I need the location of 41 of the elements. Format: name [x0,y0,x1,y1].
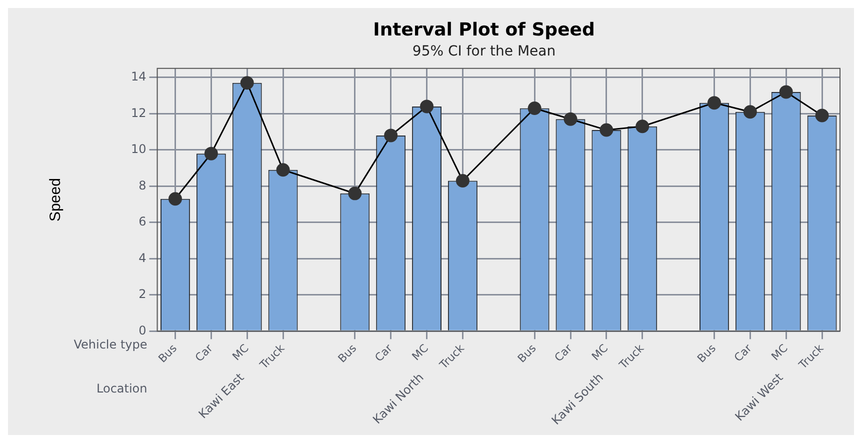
y-tick-label: 2 [138,287,146,302]
x-tick-label: MC [589,342,611,364]
point [815,108,829,122]
x-tick-label: Bus [694,342,719,366]
text: Vehicle type [74,337,148,352]
chart-subtitle: 95% CI for the Mean [412,44,556,60]
x-tick-label: Car [192,341,216,364]
y-tick-label: 0 [138,323,146,338]
point [707,96,721,110]
point [779,85,793,99]
point [456,174,470,188]
point [204,146,218,160]
x-tick-label: Car [372,341,396,364]
text: Location [96,381,148,396]
x-tick-label: MC [230,342,252,364]
point [564,112,578,126]
y-tick-label: 6 [138,214,146,229]
point [743,105,757,119]
x-tick-label: Bus [156,342,180,366]
y-tick-label: 4 [138,250,146,265]
x-tick-label: MC [768,342,790,364]
y-tick-label: 12 [130,106,146,120]
x-tick-label: Bus [515,342,539,366]
y-tick-label: 10 [130,142,146,156]
point [636,120,650,134]
point [240,76,254,90]
point [528,102,542,116]
y-axis-title: Speed [47,178,64,222]
x-tick-label: MC [410,342,432,364]
point [384,128,398,142]
x-tick-label: Bus [336,342,360,366]
y-tick-label: 8 [138,178,146,192]
point [276,163,290,177]
point [420,100,434,114]
point [168,192,182,206]
chart-title: Interval Plot of Speed [373,19,595,40]
point [348,186,362,200]
point [600,123,614,137]
x-tick-label: Car [552,341,575,364]
x-tick-label: Car [732,341,755,364]
y-tick-label: 14 [130,70,146,84]
